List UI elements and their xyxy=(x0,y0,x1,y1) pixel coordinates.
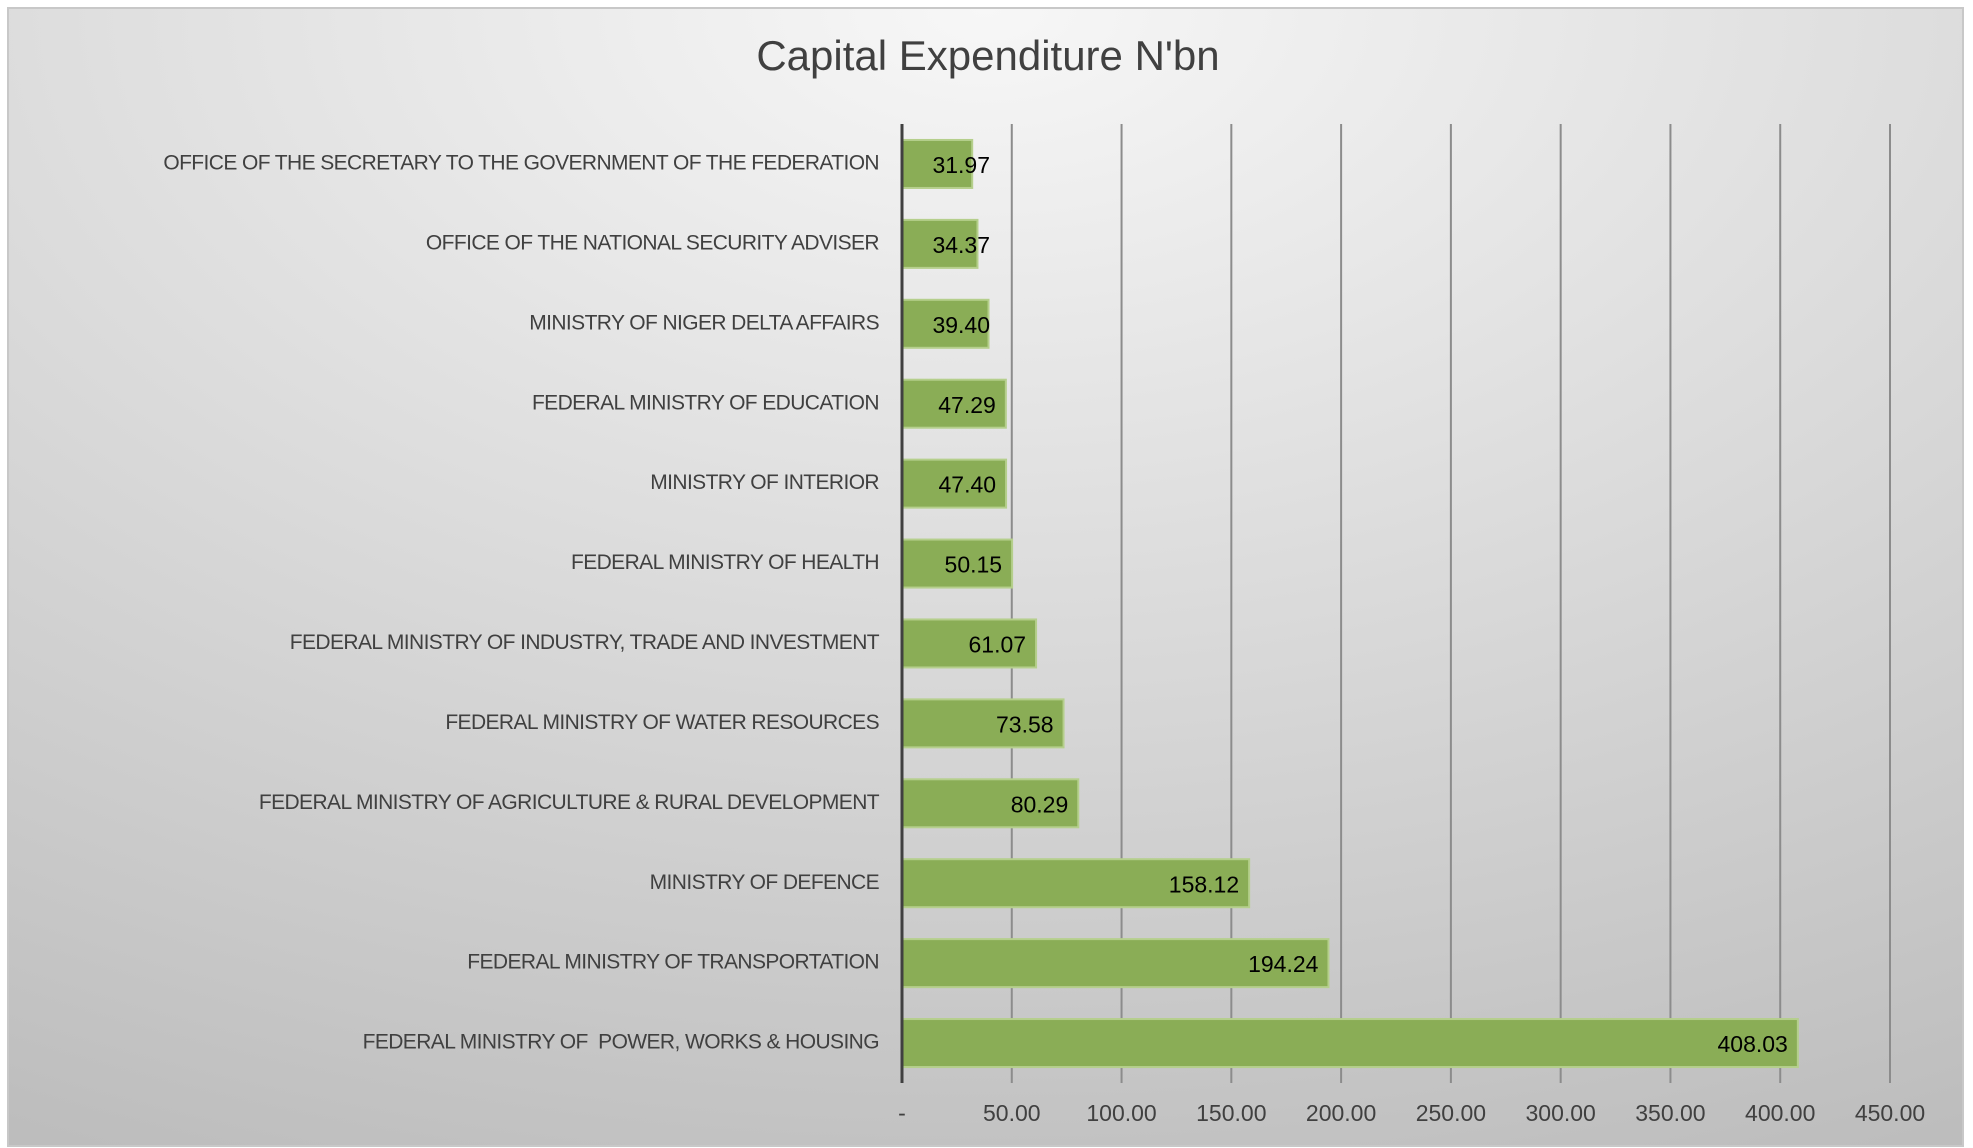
bar xyxy=(901,378,1007,429)
x-tick-label: 200.00 xyxy=(1306,1100,1376,1126)
data-label: 73.58 xyxy=(996,711,1054,737)
y-tick-label: MINISTRY OF INTERIOR xyxy=(650,471,879,494)
data-label: 50.15 xyxy=(945,552,1003,578)
bar xyxy=(901,858,1251,909)
y-tick-label: FEDERAL MINISTRY OF INDUSTRY, TRADE AND … xyxy=(290,631,880,654)
data-label: 47.29 xyxy=(938,392,996,418)
y-tick-label: FEDERAL MINISTRY OF WATER RESOURCES xyxy=(445,711,879,734)
x-tick-label: - xyxy=(898,1100,906,1126)
x-tick-label: 300.00 xyxy=(1525,1100,1595,1126)
bar xyxy=(901,778,1080,829)
data-label: 39.40 xyxy=(932,312,990,338)
x-tick-label: 50.00 xyxy=(983,1100,1041,1126)
data-label: 158.12 xyxy=(1169,871,1239,897)
y-tick-label: FEDERAL MINISTRY OF TRANSPORTATION xyxy=(467,951,879,974)
y-tick-label: FEDERAL MINISTRY OF POWER, WORKS & HOUSI… xyxy=(363,1031,879,1054)
chart-title: Capital Expenditure N'bn xyxy=(756,32,1219,79)
bar xyxy=(901,1018,1799,1069)
y-tick-label: FEDERAL MINISTRY OF EDUCATION xyxy=(532,391,879,414)
data-label: 47.40 xyxy=(939,472,997,498)
x-tick-label: 100.00 xyxy=(1086,1100,1156,1126)
data-label: 80.29 xyxy=(1011,791,1069,817)
y-tick-label: MINISTRY OF DEFENCE xyxy=(650,871,880,894)
data-label: 194.24 xyxy=(1248,951,1319,977)
y-tick-label: OFFICE OF THE SECRETARY TO THE GOVERNMEN… xyxy=(163,152,879,175)
data-label: 31.97 xyxy=(932,152,990,178)
x-tick-label: 150.00 xyxy=(1196,1100,1266,1126)
bar xyxy=(901,938,1330,989)
y-tick-label: FEDERAL MINISTRY OF HEALTH xyxy=(571,551,879,574)
y-tick-label: MINISTRY OF NIGER DELTA AFFAIRS xyxy=(529,311,879,334)
x-tick-label: 350.00 xyxy=(1635,1100,1705,1126)
bar xyxy=(901,458,1008,509)
data-label: 61.07 xyxy=(969,632,1027,658)
bar xyxy=(901,298,990,349)
bar xyxy=(901,538,1014,589)
bar xyxy=(901,618,1038,669)
data-label: 34.37 xyxy=(932,232,990,258)
y-tick-label: OFFICE OF THE NATIONAL SECURITY ADVISER xyxy=(426,231,880,254)
x-tick-label: 250.00 xyxy=(1416,1100,1486,1126)
y-tick-label: FEDERAL MINISTRY OF AGRICULTURE & RURAL … xyxy=(259,791,880,814)
x-tick-label: 400.00 xyxy=(1745,1100,1815,1126)
bar xyxy=(901,218,979,269)
x-tick-label: 450.00 xyxy=(1855,1100,1925,1126)
data-label: 408.03 xyxy=(1717,1031,1787,1057)
